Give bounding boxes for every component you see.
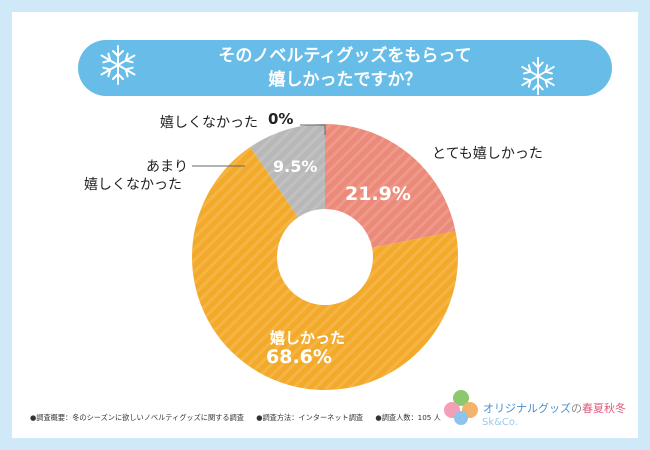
donut-hole [277, 209, 373, 305]
label-amari-line2: 嬉しくなかった [84, 177, 182, 193]
survey-method: ●調査方法：インターネット調査 [256, 413, 364, 422]
survey-overview: ●調査概要：冬のシーズンに欲しいノベルティグッズに関する調査 [30, 413, 244, 422]
chart-title-line2: 嬉しかったですか？ [268, 70, 422, 90]
pct-amari: 9.5% [273, 157, 318, 176]
survey-count: ●調査人数：105 人 [375, 413, 441, 422]
pct-ureshikatta: 68.6% [266, 346, 332, 368]
label-ureshikatta: 嬉しかった [270, 329, 346, 347]
brand-name: オリジナルグッズの春夏秋冬 [483, 402, 626, 415]
brand-logo-icon [444, 390, 478, 425]
snowflake-icon [521, 56, 555, 96]
chart-title-line1: そのノベルティグッズをもらって [218, 46, 472, 66]
survey-footer: ●調査概要：冬のシーズンに欲しいノベルティグッズに関する調査 ●調査方法：インタ… [30, 413, 451, 423]
label-amari-line1: あまり [146, 159, 188, 175]
pct-totemo-ureshikatta: 21.9% [345, 183, 411, 205]
pct-ureshikunakatta: 0% [268, 110, 294, 128]
label-ureshikunakatta: 嬉しくなかった [160, 115, 258, 131]
label-totemo-ureshikatta: とても嬉しかった [432, 146, 543, 162]
brand-sub: Sk&Co. [482, 417, 519, 428]
snowflake-icon [100, 45, 136, 85]
